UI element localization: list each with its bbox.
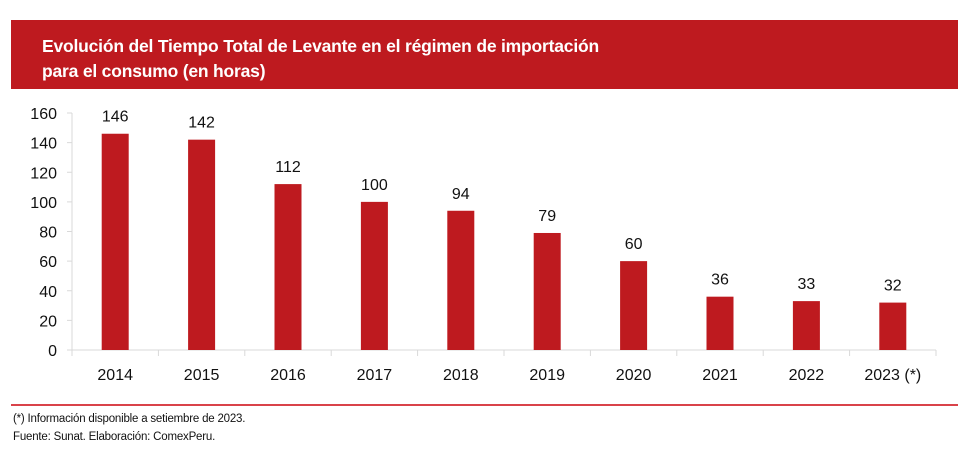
x-axis: 2014 2015 2016 2017 2018 2019 2020 2021 2022 2023… (71, 349, 937, 384)
footer-divider (11, 404, 958, 406)
x-tick-label: 2020 (616, 367, 652, 384)
bar-2016 (274, 184, 302, 350)
y-tick-label: 60 (39, 254, 57, 271)
chart-title-line-2: para el consumo (en horas) (42, 61, 266, 81)
data-label: 79 (538, 208, 556, 225)
data-label: 32 (884, 278, 902, 295)
data-label: 94 (452, 186, 470, 203)
data-label: 112 (275, 159, 301, 176)
bar-2020 (620, 261, 648, 350)
x-tick-label: 2016 (270, 367, 306, 384)
x-tick-label: 2022 (789, 367, 825, 384)
data-label: 36 (711, 272, 729, 289)
data-label: 60 (625, 236, 643, 253)
chart-title-line-1: Evolución del Tiempo Total de Levante en… (42, 36, 599, 56)
bar-2023 (879, 302, 907, 350)
x-tick-label: 2014 (97, 367, 133, 384)
footnote-note: (*) Información disponible a setiembre d… (13, 413, 246, 425)
y-tick-label: 0 (48, 343, 57, 360)
y-tick-label: 140 (30, 136, 57, 153)
bar-2017 (360, 201, 388, 350)
y-tick-label: 40 (39, 284, 57, 301)
data-label: 142 (188, 115, 215, 132)
data-label: 146 (102, 109, 129, 126)
x-tick-label: 2019 (529, 367, 565, 384)
y-tick-label: 160 (30, 106, 57, 123)
y-axis: 0 20 40 60 80 100 120 140 160 (30, 106, 73, 360)
bar-2018 (447, 210, 475, 350)
data-label: 33 (798, 276, 816, 293)
footnote-source: Fuente: Sunat. Elaboración: ComexPeru. (13, 431, 216, 443)
x-tick-label: 2015 (184, 367, 220, 384)
y-tick-label: 100 (30, 195, 57, 212)
bar-2019 (533, 232, 561, 350)
chart-title-banner: Evolución del Tiempo Total de Levante en… (11, 20, 958, 89)
x-tick-label: 2017 (357, 367, 393, 384)
x-tick-label: 2023 (*) (864, 367, 921, 384)
bars (101, 133, 907, 350)
y-tick-label: 120 (30, 165, 57, 182)
y-tick-label: 80 (39, 225, 57, 242)
x-tick-label: 2021 (702, 367, 738, 384)
bar-2021 (706, 296, 734, 350)
x-tick-label: 2018 (443, 367, 479, 384)
y-tick-label: 20 (39, 313, 57, 330)
data-label: 100 (361, 177, 388, 194)
bar-2015 (188, 139, 216, 350)
data-labels: 146 142 112 100 94 79 60 36 33 32 (102, 109, 902, 295)
bar-2022 (792, 301, 820, 350)
bar-2014 (101, 133, 129, 350)
